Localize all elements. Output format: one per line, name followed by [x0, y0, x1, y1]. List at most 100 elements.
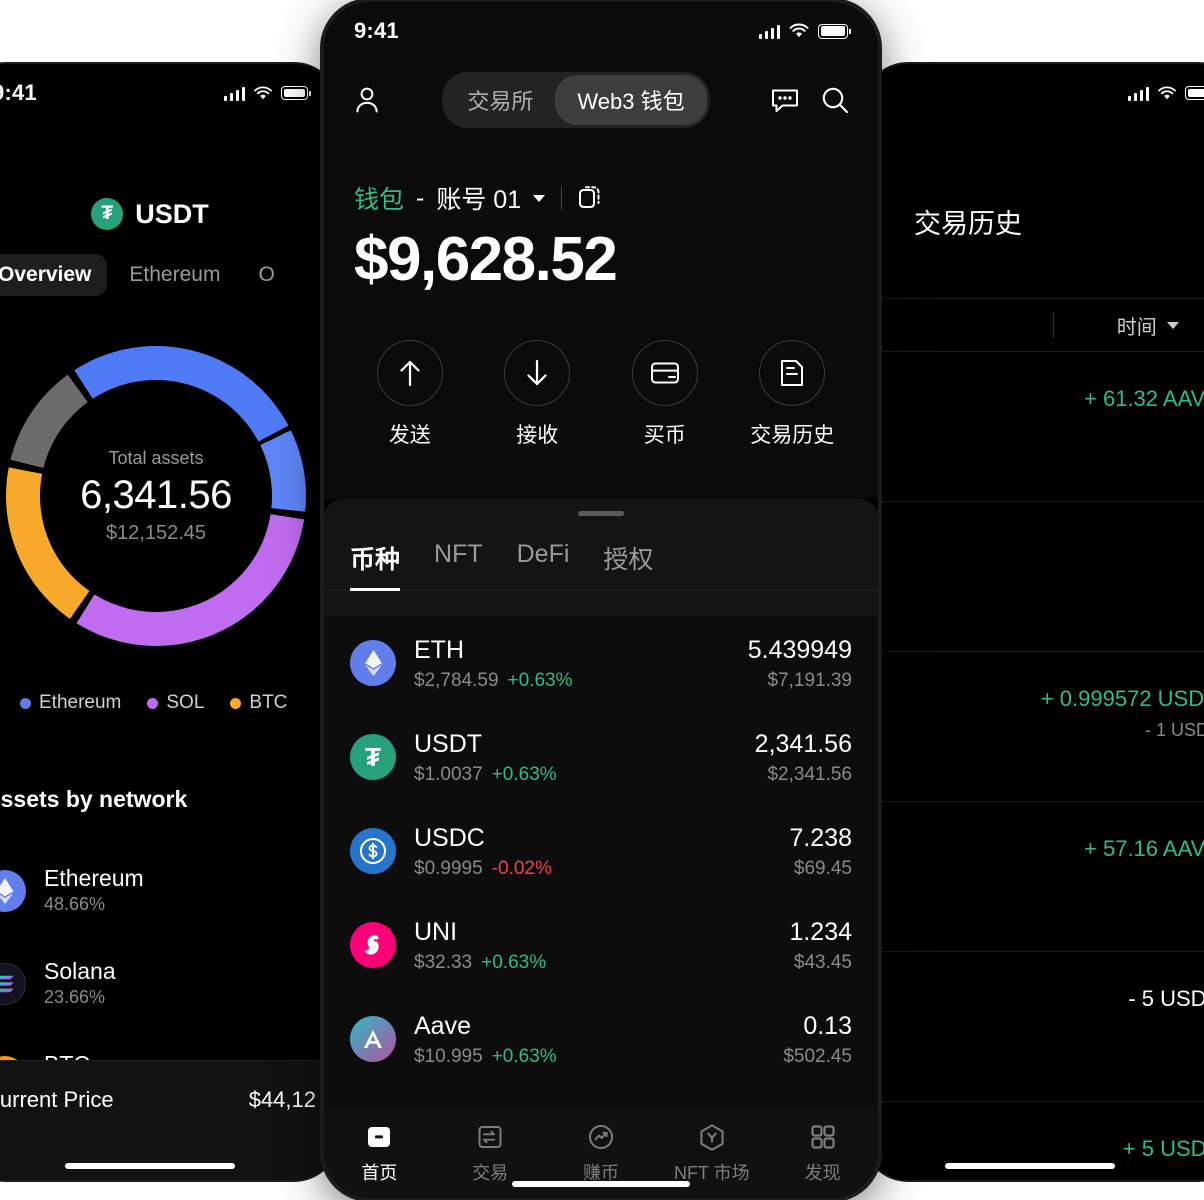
table-row[interactable]: + 57.16 AAVE — [864, 802, 1204, 952]
battery-icon — [1185, 86, 1204, 100]
token-change: +0.63% — [481, 951, 547, 973]
table-row[interactable]: - 5 USDT 0a — [864, 952, 1204, 1102]
table-row[interactable]: + 0.999572 USDC - 1 USDT — [864, 652, 1204, 802]
action-receive[interactable]: 接收 — [474, 340, 602, 449]
current-price-label: Current Price — [0, 1087, 114, 1112]
battery-icon — [818, 23, 851, 39]
tab-label: 首页 — [361, 1163, 398, 1183]
list-item[interactable]: UNI $32.33 +0.63% 1.234 $43.45 — [324, 898, 878, 992]
action-label: 交易历史 — [750, 424, 835, 447]
tab-nft[interactable]: NFT — [434, 540, 483, 568]
action-send[interactable]: 发送 — [346, 340, 474, 449]
legend-item-ethereum: Ethereum — [20, 692, 121, 714]
table-row[interactable]: + 61.32 AAVE — [864, 352, 1204, 502]
status-icons — [758, 23, 851, 39]
wallet-top-bar: 交易所 Web3 钱包 — [324, 72, 878, 128]
network-pct: 23.66% — [44, 987, 106, 1008]
legend-dot-btc — [230, 697, 242, 709]
cellular-signal-icon — [1127, 86, 1149, 101]
assets-donut-chart: Total assets 6,341.56 $12,152.45 — [6, 346, 306, 646]
tab-ethereum[interactable]: Ethereum — [129, 263, 221, 286]
token-amount: 1.234 — [789, 917, 852, 946]
tab-label: 交易 — [472, 1163, 509, 1183]
legend-dot-ethereum — [20, 697, 31, 709]
wifi-icon — [254, 86, 272, 99]
token-amount: 0.13 — [803, 1011, 852, 1040]
tab-discover[interactable]: 发现 — [767, 1122, 878, 1185]
legend-item-btc: BTC — [230, 692, 287, 714]
wifi-icon — [789, 23, 809, 38]
wallet-actions: 发送 接收 — [324, 340, 878, 449]
legend-label-btc: BTC — [249, 692, 288, 713]
left-tab-strip: Overview Ethereum O — [0, 254, 338, 296]
sheet-drag-handle[interactable] — [578, 511, 624, 516]
tab-overview[interactable]: Overview — [0, 254, 108, 296]
segment-web3-wallet[interactable]: Web3 钱包 — [555, 75, 707, 125]
wallet-balance: $9,628.52 — [354, 225, 618, 294]
status-icons — [1127, 86, 1204, 101]
left-nav-bar: ‹ ₮ USDT — [0, 186, 338, 242]
table-row[interactable]: + 5 USDT ba86 — [864, 1102, 1204, 1180]
action-history[interactable]: 交易历史 — [729, 340, 857, 449]
center-status-bar: 9:41 — [324, 2, 878, 60]
token-change: +0.63% — [507, 669, 573, 691]
search-icon[interactable] — [818, 83, 852, 117]
tab-home[interactable]: 首页 — [324, 1122, 435, 1185]
table-row[interactable]: C — [864, 502, 1204, 652]
action-buy[interactable]: 买币 — [601, 340, 729, 449]
tab-defi[interactable]: DeFi — [516, 540, 570, 568]
list-item[interactable]: Aave $10.995 +0.63% 0.13 $502.45 — [324, 992, 878, 1086]
segment-exchange[interactable]: 交易所 — [467, 89, 534, 114]
mode-segmented-control: 交易所 Web3 钱包 — [442, 72, 710, 128]
list-item[interactable]: ETH $2,784.59 +0.63% 5.439949 $7,191.39 — [324, 616, 878, 710]
network-row-ethereum[interactable]: Ethereum 48.66% — [0, 844, 338, 937]
tab-nft-market[interactable]: NFT 市场 — [656, 1122, 767, 1185]
page-title: 交易历史 — [914, 209, 1022, 239]
donut-legend: Ethereum SOL BTC — [20, 692, 287, 714]
donut-ring — [6, 346, 306, 646]
token-amount: 2,341.56 — [754, 729, 852, 758]
token-price: $0.9995 — [414, 857, 483, 879]
account-selector[interactable]: 钱包 - 账号 01 — [354, 180, 602, 216]
tab-earn[interactable]: 赚币 — [546, 1122, 657, 1185]
status-icons — [223, 86, 311, 101]
asset-title: USDT — [135, 198, 209, 229]
action-label: 买币 — [643, 424, 686, 447]
tab-coins[interactable]: 币种 — [350, 540, 401, 591]
list-item[interactable]: ₮ USDT $1.0037 +0.63% 2,341.56 $2,341.56 — [324, 710, 878, 804]
action-label: 发送 — [388, 424, 431, 447]
chat-bubble-icon[interactable] — [768, 83, 802, 117]
nft-icon — [700, 1124, 724, 1151]
token-price: $10.995 — [414, 1045, 483, 1067]
donut-center-label: Total assets — [108, 447, 204, 468]
tx-amount: + 61.32 AAVE — [1084, 386, 1204, 411]
right-status-bar — [864, 64, 1204, 122]
current-price-bar: Current Price $44,12 — [0, 1060, 338, 1180]
filter-time[interactable]: 时间 — [1054, 311, 1204, 340]
token-value: $7,191.39 — [767, 669, 852, 691]
network-name: Solana — [44, 958, 116, 985]
page-title: ₮ USDT — [0, 198, 338, 230]
legend-label-sol: SOL — [166, 692, 205, 713]
list-item[interactable]: USDC $0.9995 -0.02% 7.238 $69.45 — [324, 804, 878, 898]
home-indicator — [512, 1181, 690, 1187]
usdc-icon — [350, 828, 396, 874]
network-row-solana[interactable]: Solana 23.66% — [0, 937, 338, 1030]
tether-glyph: ₮ — [101, 203, 114, 224]
token-value: $43.45 — [793, 951, 852, 973]
legend-dot-sol — [147, 697, 159, 709]
tab-label: 赚币 — [582, 1163, 619, 1183]
home-indicator — [945, 1163, 1116, 1169]
copy-icon[interactable] — [578, 185, 602, 211]
person-icon[interactable] — [350, 83, 384, 117]
tab-other[interactable]: O — [258, 263, 275, 286]
history-filter-bar: 时间 — [864, 298, 1204, 352]
home-icon — [368, 1127, 391, 1147]
filter-divider — [1052, 312, 1054, 338]
token-amount: 7.238 — [789, 823, 852, 852]
aave-icon — [350, 1016, 396, 1062]
tab-approvals[interactable]: 授权 — [603, 546, 654, 574]
chevron-down-icon[interactable] — [533, 194, 546, 202]
status-time: 9:41 — [354, 18, 399, 43]
tab-trade[interactable]: 交易 — [435, 1122, 546, 1185]
